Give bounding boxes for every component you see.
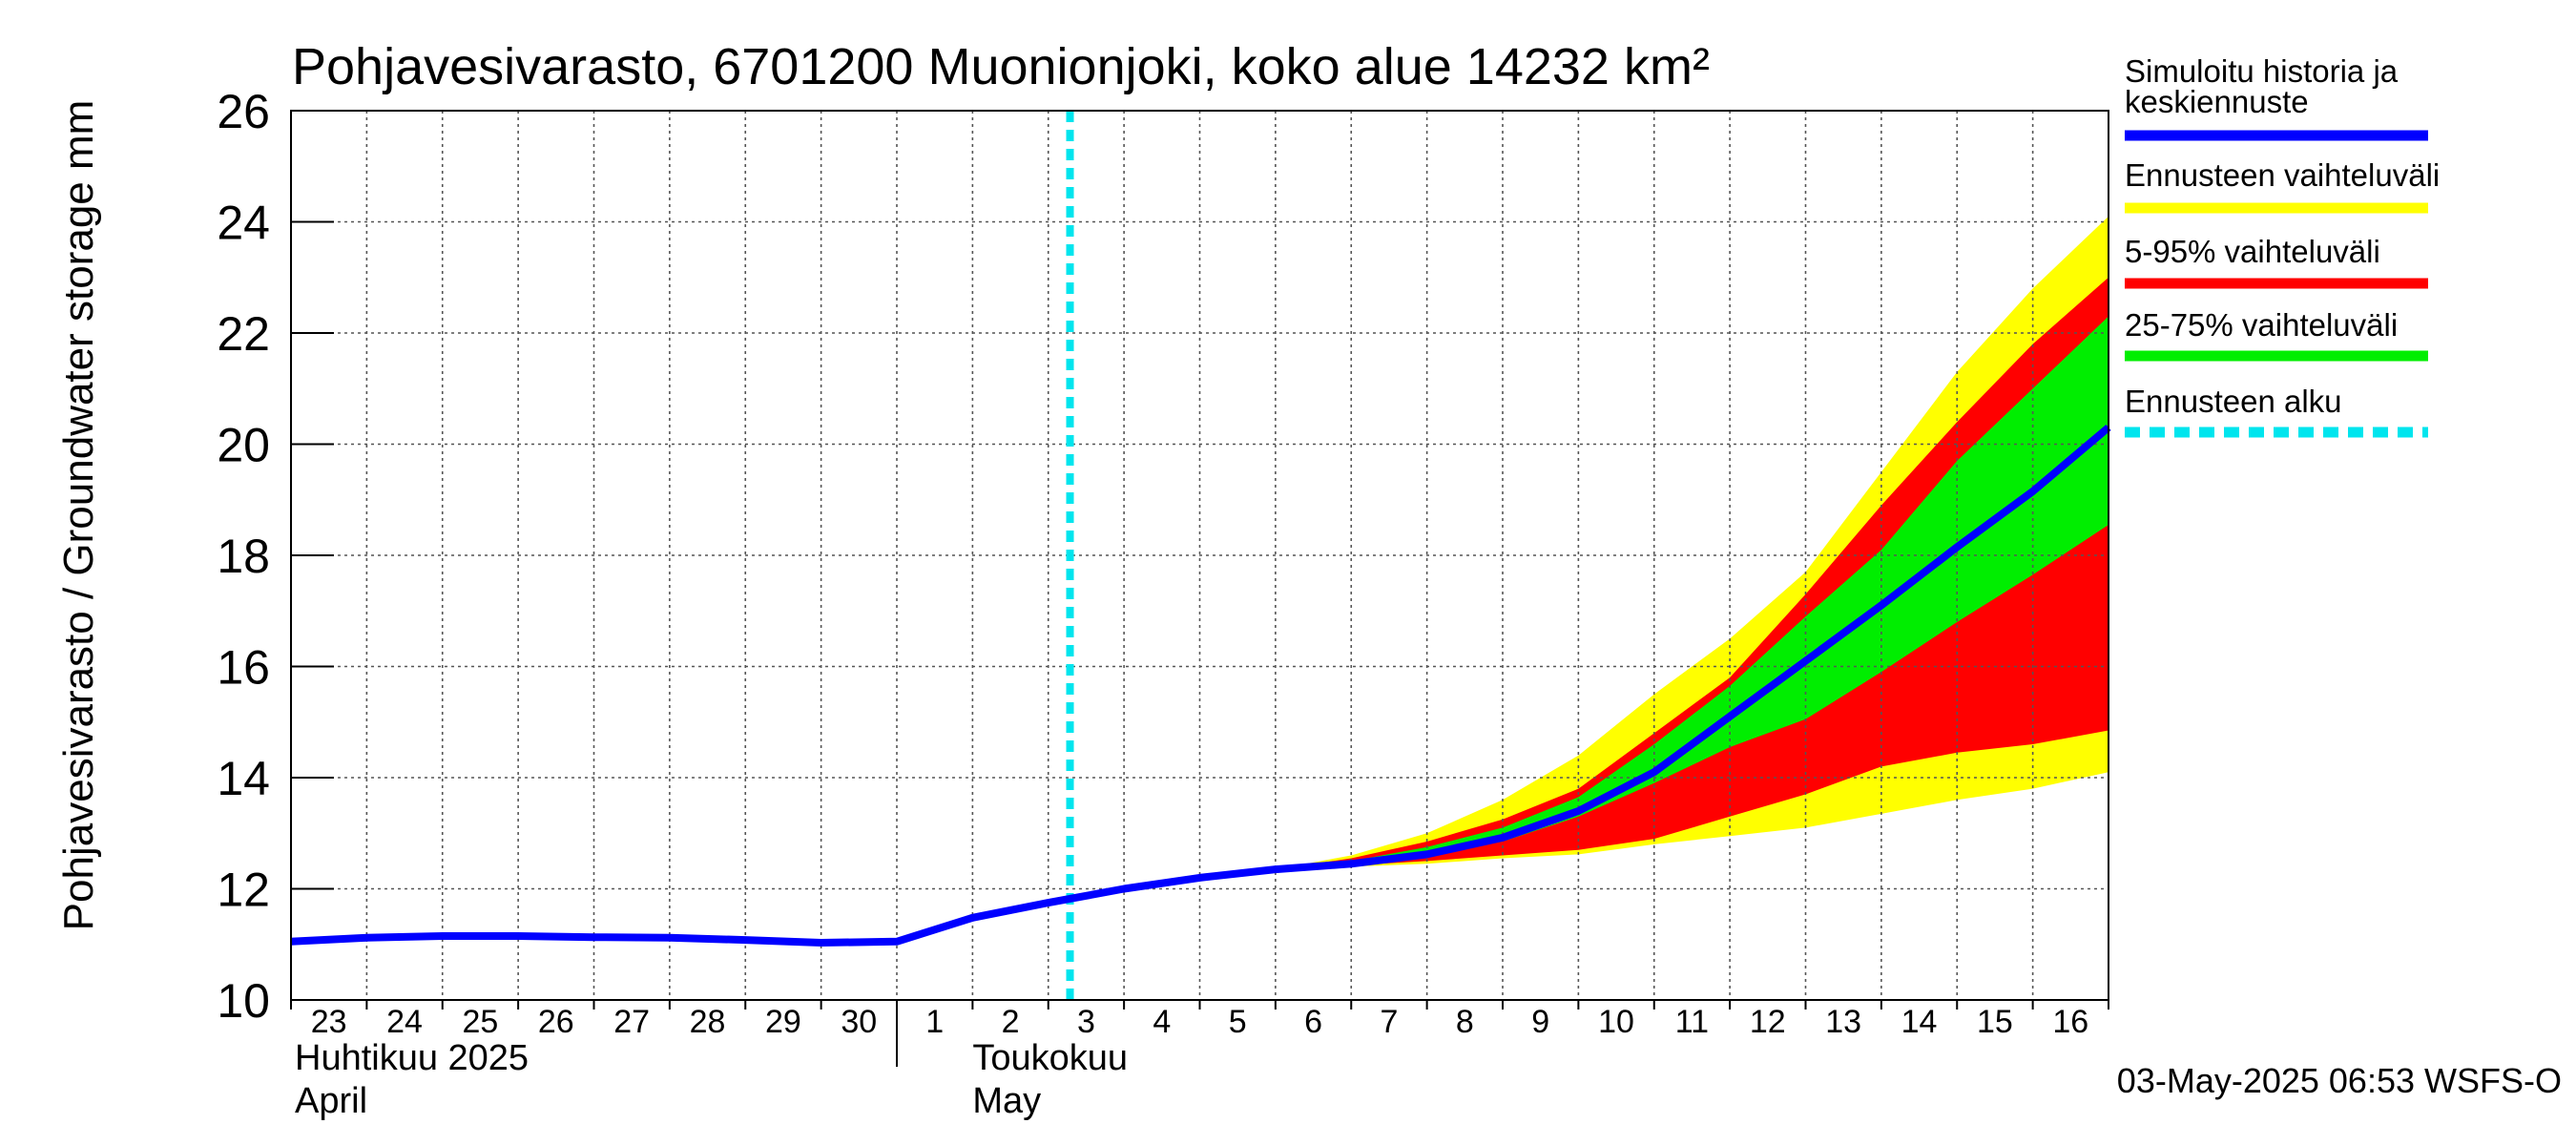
x-tick-label: 7	[1380, 1004, 1398, 1040]
x-tick-label: 16	[2052, 1004, 2088, 1040]
y-tick-label: 16	[217, 641, 270, 695]
x-tick-label: 24	[386, 1004, 423, 1040]
legend-label: Simuloitu historia ja	[2125, 53, 2399, 89]
x-tick-label: 4	[1153, 1004, 1171, 1040]
y-tick-label: 14	[217, 752, 270, 805]
y-tick-label: 24	[217, 197, 270, 250]
x-tick-label: 1	[925, 1004, 944, 1040]
chart-title: Pohjavesivarasto, 6701200 Muonionjoki, k…	[292, 38, 1710, 95]
y-axis-label: Pohjavesivarasto / Groundwater storage m…	[55, 100, 102, 931]
x-tick-label: 29	[765, 1004, 801, 1040]
timestamp: 03-May-2025 06:53 WSFS-O	[2117, 1061, 2562, 1100]
y-tick-label: 18	[217, 530, 270, 583]
x-tick-label: 28	[690, 1004, 726, 1040]
chart-text: Pohjavesivarasto, 6701200 Muonionjoki, k…	[55, 38, 2562, 1121]
band-2	[1275, 277, 2109, 870]
legend-label: 5-95% vaihteluväli	[2125, 234, 2380, 269]
x-tick-label: 9	[1531, 1004, 1549, 1040]
series-lines	[290, 111, 2111, 1000]
x-tick-label: 27	[613, 1004, 650, 1040]
x-tick-label: 8	[1456, 1004, 1474, 1040]
legend-label: 25-75% vaihteluväli	[2125, 307, 2398, 343]
y-tick-label: 22	[217, 307, 270, 361]
x-tick-label: 12	[1750, 1004, 1786, 1040]
legend-label: Ennusteen alku	[2125, 384, 2342, 419]
x-tick-label: 15	[1977, 1004, 2013, 1040]
y-tick-label: 10	[217, 974, 270, 1028]
y-tick-label: 12	[217, 864, 270, 917]
month-label-line2: May	[972, 1081, 1041, 1121]
series-line-1	[290, 424, 2111, 947]
x-tick-label: 13	[1825, 1004, 1861, 1040]
x-tick-label: 3	[1077, 1004, 1095, 1040]
y-tick-label: 26	[217, 85, 270, 138]
x-tick-label: 10	[1598, 1004, 1634, 1040]
x-tick-label: 11	[1675, 1004, 1709, 1040]
axes	[290, 110, 2109, 1067]
x-tick-label: 2	[1002, 1004, 1020, 1040]
band-3	[1275, 316, 2109, 870]
x-tick-label: 5	[1229, 1004, 1247, 1040]
forecast-bands	[1275, 216, 2109, 870]
month-label-line1: Huhtikuu 2025	[295, 1038, 529, 1078]
legend-label: keskiennuste	[2125, 84, 2309, 119]
x-tick-label: 25	[463, 1004, 499, 1040]
y-tick-label: 20	[217, 419, 270, 472]
x-tick-label: 14	[1901, 1004, 1938, 1040]
x-tick-label: 26	[538, 1004, 574, 1040]
x-tick-label: 23	[311, 1004, 347, 1040]
x-tick-label: 6	[1304, 1004, 1322, 1040]
month-label-line2: April	[295, 1081, 367, 1121]
month-label-line1: Toukokuu	[972, 1038, 1128, 1078]
grid-lines	[291, 110, 2109, 1000]
x-tick-label: 30	[841, 1004, 877, 1040]
legend-label: Ennusteen vaihteluväli	[2125, 157, 2440, 193]
